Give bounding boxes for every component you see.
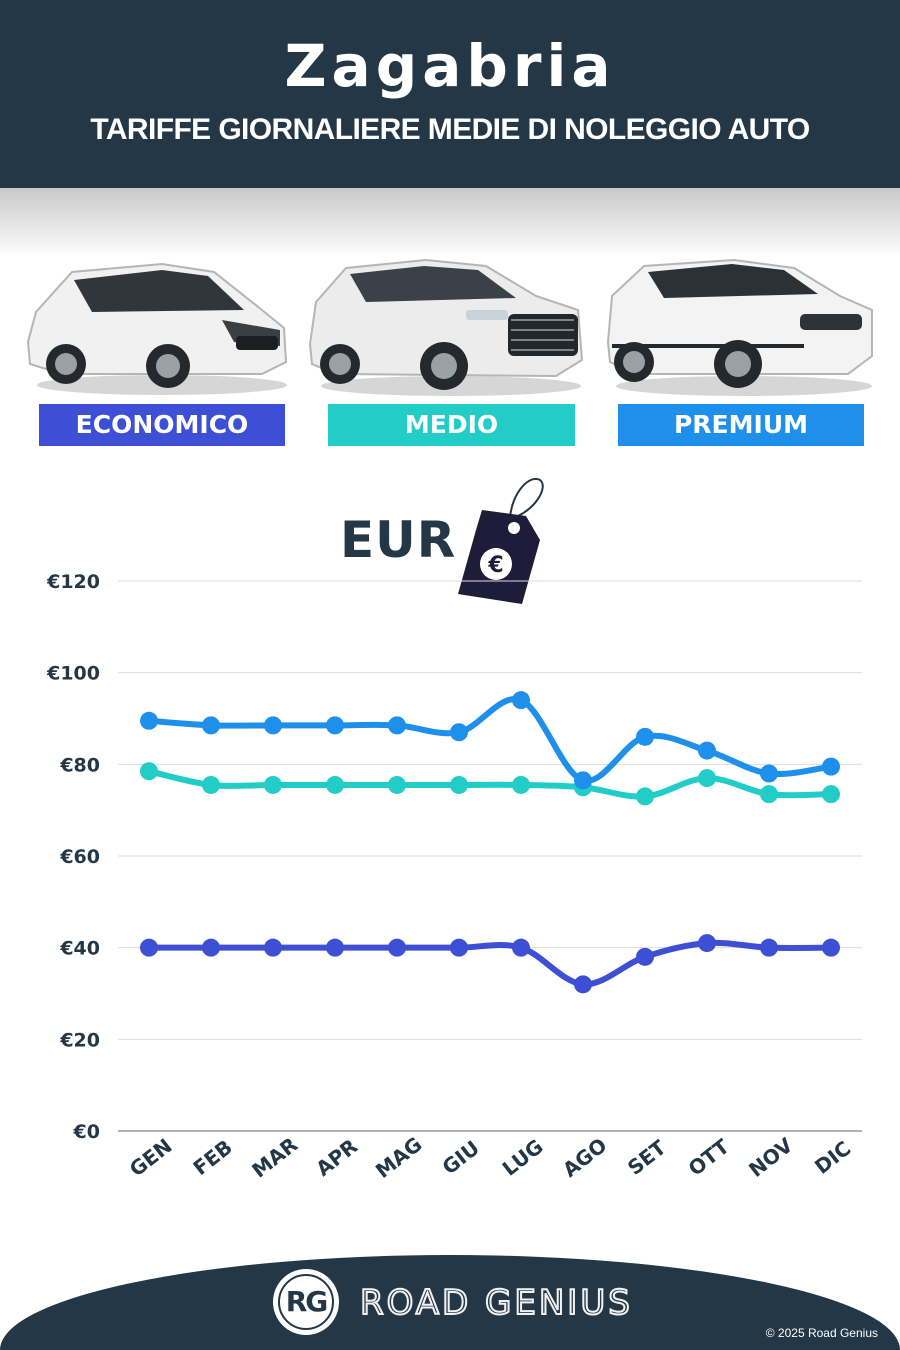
data-point-premium-nov [760,764,778,783]
data-point-economico-gen [140,938,158,957]
x-tick-label: GIU [437,1136,483,1180]
svg-text:€: € [487,553,503,578]
x-tick-label: APR [311,1134,362,1181]
x-tick-label: OTT [684,1134,734,1181]
y-tick-label: €60 [59,846,100,868]
data-point-economico-apr [326,938,344,957]
economy-car-image [26,262,288,395]
category-badge-premium: PREMIUM [618,404,864,446]
y-tick-label: €20 [59,1029,100,1051]
data-point-economico-nov [760,938,778,957]
data-point-economico-giu [450,938,468,957]
y-tick-label: €100 [46,663,100,685]
midsize-suv-image [308,258,584,396]
line-chart: €0 €20 €40 €60 €80 €100 €120 GEN FEB MAR APR MAG GI… [46,571,862,1183]
data-point-medio-ott [698,769,716,788]
logo-monogram: RG [278,1274,334,1330]
data-point-medio-feb [202,775,220,794]
y-tick-label: €80 [59,754,100,776]
category-badge-medio: MEDIO [328,404,575,446]
data-point-premium-giu [450,723,468,742]
data-point-medio-mag [388,775,406,794]
data-point-medio-gen [140,762,158,781]
data-point-economico-mar [264,938,282,957]
data-point-economico-feb [202,938,220,957]
x-tick-label: NOV [744,1133,798,1182]
y-tick-label: €40 [59,938,100,960]
x-tick-label: FEB [189,1135,237,1180]
brand-name: ROAD GENIUS [359,1282,633,1324]
x-tick-label: GEN [125,1134,177,1182]
data-point-medio-mar [264,775,282,794]
x-tick-label: MAG [371,1132,427,1183]
y-tick-label: €0 [73,1121,100,1143]
data-point-medio-giu [450,775,468,794]
header-shadow [0,188,900,258]
series-line-economico [146,939,834,988]
data-point-premium-set [636,727,654,746]
data-point-premium-lug [512,691,530,710]
page-title: Zagabria [284,32,616,100]
data-point-economico-lug [512,938,530,957]
data-point-premium-mar [264,716,282,735]
data-point-medio-dic [822,785,840,804]
copyright-text: © 2025 Road Genius [765,1326,878,1340]
data-point-premium-apr [326,716,344,735]
data-point-medio-set [636,787,654,806]
data-point-economico-ott [698,934,716,953]
series-line-premium [146,696,834,784]
x-tick-label: LUG [498,1134,548,1180]
x-tick-label: SET [623,1135,671,1180]
data-point-medio-lug [512,775,530,794]
data-point-economico-set [636,947,654,966]
series-line-medio [146,768,834,800]
category-badge-economico: ECONOMICO [39,404,285,446]
currency-label: EUR [340,511,457,569]
data-point-premium-feb [202,716,220,735]
data-point-medio-nov [760,785,778,804]
x-tick-label: MAR [247,1132,302,1182]
y-tick-label: €120 [46,571,100,593]
data-point-premium-ott [698,741,716,760]
data-point-premium-dic [822,757,840,776]
header: Zagabria TARIFFE GIORNALIERE MEDIE DI NO… [0,0,900,188]
page-subtitle: TARIFFE GIORNALIERE MEDIE DI NOLEGGIO AU… [90,113,810,146]
premium-suv-image [606,258,873,396]
data-point-medio-apr [326,775,344,794]
data-point-premium-gen [140,711,158,730]
data-point-economico-dic [822,938,840,957]
data-point-economico-ago [574,975,592,994]
x-tick-label: DIC [810,1136,855,1179]
data-point-premium-ago [574,771,592,790]
data-point-premium-mag [388,716,406,735]
data-point-economico-mag [388,938,406,957]
x-tick-label: AGO [558,1133,611,1182]
road-genius-logo: RG [273,1269,339,1335]
